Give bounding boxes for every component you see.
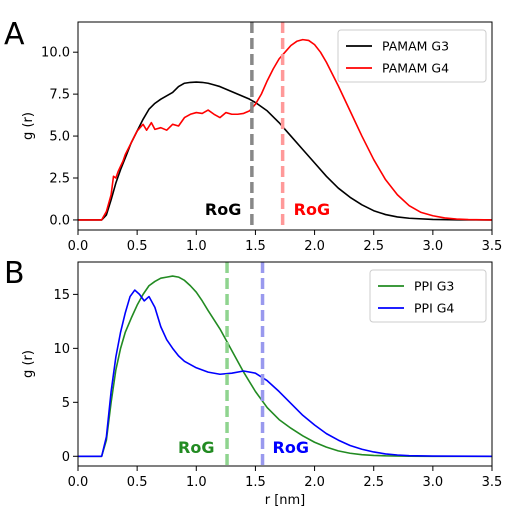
legend: PPI G3 PPI G4	[369, 269, 487, 323]
x-tick-label: 2.5	[363, 239, 384, 254]
y-tick-label: 2.5	[49, 172, 70, 187]
x-tick-label: 3.5	[482, 239, 503, 254]
x-tick-label: 2.0	[304, 475, 325, 490]
x-tick-label: 1.0	[186, 475, 207, 490]
x-tick-label: 1.0	[186, 239, 207, 254]
x-tick-label: 2.5	[363, 475, 384, 490]
y-tick-label: 0.0	[49, 213, 70, 228]
y-tick-label: 10.0	[41, 46, 70, 61]
y-axis-label: g (r)	[21, 112, 36, 140]
x-tick-label: 0.5	[127, 475, 148, 490]
panel-letter: A	[4, 17, 25, 52]
y-tick-label: 5.0	[49, 130, 70, 145]
y-tick-label: 15	[53, 288, 70, 303]
panel-b: B RoG RoG 0.0 0.5 1.0 1.5 2.0 2.5 3.0 3.5 0 5 10 15 g (…	[4, 256, 502, 507]
legend-entry: PAMAM G4	[382, 61, 449, 76]
y-tick-label: 7.5	[49, 88, 70, 103]
legend-entry: PPI G3	[414, 279, 454, 294]
x-tick-label: 1.5	[245, 239, 266, 254]
series-line-pamam-g3	[78, 81, 492, 221]
y-tick-label: 0	[62, 450, 70, 465]
x-tick-label: 0.0	[68, 239, 89, 254]
legend-entry: PPI G4	[414, 301, 454, 316]
series-line-ppi-g3	[78, 275, 492, 458]
legend: PAMAM G3 PAMAM G4	[337, 29, 487, 83]
x-tick-label: 2.0	[304, 239, 325, 254]
x-tick-label: 3.5	[482, 475, 503, 490]
x-tick-label: 3.0	[423, 475, 444, 490]
panel-letter: B	[4, 256, 25, 291]
y-tick-label: 5	[62, 396, 70, 411]
series-line-ppi-g4	[78, 289, 492, 458]
x-tick-label: 0.5	[127, 239, 148, 254]
x-tick-label: 0.0	[68, 475, 89, 490]
y-tick-label: 10	[53, 342, 70, 357]
x-tick-label: 1.5	[245, 475, 266, 490]
series-line-pamam-g4	[78, 38, 492, 221]
y-axis-label: g (r)	[21, 350, 36, 378]
panel-a: A RoG RoG 0.0 0.5 1.0 1.5 2.0 2.5 3.0 3.5 0.0 2.5 5.0…	[4, 17, 502, 254]
rog-label: RoG	[273, 438, 309, 457]
rog-label: RoG	[294, 200, 330, 219]
x-axis-label: r [nm]	[265, 493, 306, 507]
plot-frame	[77, 21, 493, 231]
rog-label: RoG	[178, 438, 214, 457]
legend-box	[369, 269, 487, 323]
legend-box	[337, 29, 487, 83]
plot-frame	[77, 261, 493, 467]
x-tick-label: 3.0	[423, 239, 444, 254]
legend-entry: PAMAM G3	[382, 39, 449, 54]
rog-label: RoG	[205, 200, 241, 219]
